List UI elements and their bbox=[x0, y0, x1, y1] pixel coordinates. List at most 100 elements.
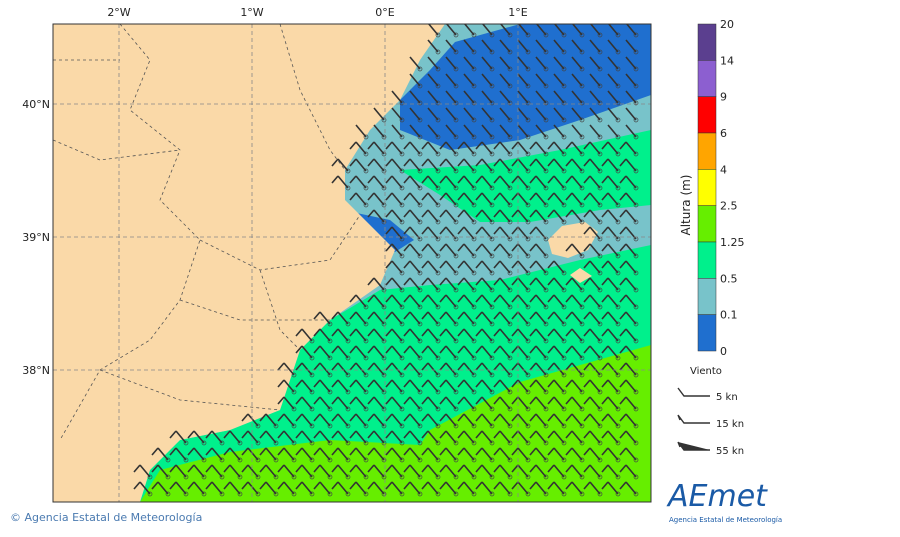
wind-station bbox=[399, 457, 405, 463]
wind-station bbox=[291, 457, 297, 463]
wind-station bbox=[597, 100, 603, 106]
colorbar-label: 1.25 bbox=[720, 236, 745, 249]
wind-station bbox=[579, 202, 585, 208]
wind-station bbox=[489, 253, 495, 259]
wind-station bbox=[381, 151, 387, 157]
wind-station bbox=[363, 134, 369, 140]
wind-barb bbox=[349, 447, 367, 461]
wind-barb bbox=[565, 362, 583, 376]
wind-barb bbox=[313, 396, 331, 410]
wind-barb bbox=[295, 481, 313, 495]
wind-station bbox=[525, 236, 531, 242]
wind-station bbox=[345, 168, 351, 174]
wind-station bbox=[435, 406, 441, 412]
wind-barb bbox=[499, 56, 511, 70]
logo: AEmet bbox=[666, 479, 768, 514]
wind-station bbox=[345, 440, 351, 446]
wind-station bbox=[255, 491, 261, 497]
wind-station bbox=[471, 253, 477, 259]
wind-barb bbox=[547, 175, 565, 189]
wind-barb bbox=[445, 124, 457, 138]
wind-station bbox=[399, 168, 405, 174]
wind-barb bbox=[169, 430, 187, 444]
wind-station bbox=[489, 389, 495, 395]
wind-station bbox=[489, 270, 495, 276]
wind-station bbox=[615, 389, 621, 395]
wind-station bbox=[453, 270, 459, 276]
wind-barb bbox=[589, 24, 601, 36]
wind-station bbox=[561, 474, 567, 480]
wind-station bbox=[453, 287, 459, 293]
wind-barb bbox=[223, 464, 241, 478]
wind-barb bbox=[169, 464, 187, 478]
wind-station bbox=[543, 304, 549, 310]
wind-barb bbox=[481, 90, 493, 104]
wind-barb bbox=[583, 481, 601, 495]
wind-station bbox=[345, 389, 351, 395]
wind-station bbox=[399, 355, 405, 361]
wind-station bbox=[255, 457, 261, 463]
wind-barb bbox=[529, 328, 547, 342]
wind-barb bbox=[457, 328, 475, 342]
wind-barb bbox=[547, 141, 565, 155]
wind-station bbox=[471, 219, 477, 225]
wind-barb bbox=[457, 447, 475, 461]
wind-station bbox=[435, 253, 441, 259]
wind-station bbox=[363, 406, 369, 412]
wind-barb bbox=[313, 430, 331, 444]
wind-barb bbox=[421, 345, 439, 359]
wind-barb bbox=[367, 209, 385, 223]
wind-station bbox=[381, 219, 387, 225]
wind-barb bbox=[385, 447, 403, 461]
wind-barb bbox=[547, 192, 565, 206]
wind-barb bbox=[439, 481, 457, 495]
wind-station bbox=[561, 151, 567, 157]
wind-barb bbox=[583, 413, 601, 427]
wind-station bbox=[345, 457, 351, 463]
wind-barb bbox=[499, 24, 511, 36]
wind-station bbox=[453, 372, 459, 378]
wind-station bbox=[399, 202, 405, 208]
wind-station bbox=[471, 270, 477, 276]
wind-station bbox=[615, 440, 621, 446]
colorbar-label: 6 bbox=[720, 127, 727, 140]
wind-barb bbox=[463, 90, 475, 104]
wind-station bbox=[579, 66, 585, 72]
wind-barb bbox=[535, 39, 547, 53]
wind-barb bbox=[439, 192, 457, 206]
wind-station bbox=[615, 253, 621, 259]
wind-station bbox=[561, 83, 567, 89]
wind-barb bbox=[439, 413, 457, 427]
wind-station bbox=[543, 389, 549, 395]
wind-station bbox=[471, 49, 477, 55]
map-frame bbox=[52, 23, 652, 503]
wind-station bbox=[561, 491, 567, 497]
wind-barb bbox=[517, 39, 529, 53]
wind-station bbox=[525, 321, 531, 327]
wind-barb bbox=[427, 90, 439, 104]
wind-station bbox=[291, 423, 297, 429]
wind-barb bbox=[547, 294, 565, 308]
wind-barb bbox=[205, 430, 223, 444]
wind-station bbox=[309, 423, 315, 429]
wind-station bbox=[579, 287, 585, 293]
wind-station bbox=[417, 219, 423, 225]
wind-station bbox=[597, 440, 603, 446]
wind-station bbox=[345, 355, 351, 361]
wind-barb bbox=[583, 362, 601, 376]
wind-barb bbox=[439, 396, 457, 410]
wind-barb bbox=[313, 464, 331, 478]
wind-station bbox=[453, 202, 459, 208]
wind-barb bbox=[409, 90, 421, 104]
wind-barb bbox=[313, 362, 331, 376]
wind-station bbox=[291, 389, 297, 395]
wind-station bbox=[579, 253, 585, 259]
wind-barb bbox=[607, 39, 619, 53]
wind-station bbox=[399, 423, 405, 429]
wind-station bbox=[561, 440, 567, 446]
wind-station bbox=[525, 355, 531, 361]
wind-station bbox=[291, 406, 297, 412]
wind-station bbox=[507, 406, 513, 412]
wind-station bbox=[417, 151, 423, 157]
wind-station bbox=[489, 83, 495, 89]
